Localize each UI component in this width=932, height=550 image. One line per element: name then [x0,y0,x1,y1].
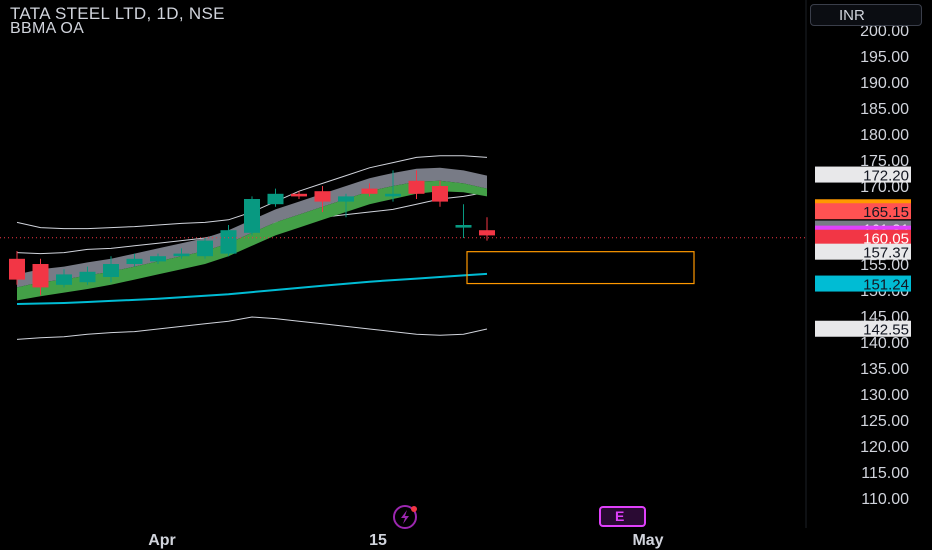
candle-body [455,225,472,228]
y-tick-label: 140.00 [860,335,909,352]
price-label: 151.24 [815,275,911,294]
price-label-bg [815,275,911,292]
candle-body [244,199,260,233]
flash-icon[interactable] [393,505,417,529]
candle [126,253,143,267]
candle [432,180,448,207]
candle [150,253,166,264]
y-tick-label: 155.00 [860,257,909,274]
candle-body [56,274,72,285]
candle [56,269,72,288]
candle-body [479,230,495,236]
price-label: 142.55 [815,320,911,339]
candle-body [9,258,25,280]
ema-long-line [16,272,488,305]
candle-body [338,196,354,202]
candle [32,258,49,296]
candle-body [267,193,284,205]
candle [338,193,354,218]
y-tick-label: 170.00 [860,179,909,196]
price-labels: 172.20165.91165.15161.81160.84160.05157.… [815,166,911,339]
candle [244,196,260,236]
price-label-text: 172.20 [863,168,909,185]
y-tick-label: 180.00 [860,127,909,144]
price-label-text: 142.55 [863,322,909,339]
currency-button[interactable]: INR [810,4,922,26]
ma-ribbon-green [17,180,487,301]
indicator-name: BBMA OA [10,20,85,37]
candle-body [32,264,49,288]
ema-line [16,272,488,305]
y-tick-label: 190.00 [860,75,909,92]
price-label-bg [815,320,911,337]
y-tick-label: 175.00 [860,153,909,170]
x-tick-label: May [632,532,663,549]
candle [455,204,472,238]
x-axis-ticks[interactable]: Apr 15 May [148,532,663,549]
price-label: 160.05 [815,229,911,248]
candle [9,251,25,285]
price-label: 157.37 [815,243,911,262]
candle-body [385,193,401,197]
candle [173,248,190,259]
price-label: 172.20 [815,166,911,185]
candle-body [432,186,448,202]
symbol-title: TATA STEEL LTD, 1D, NSE [10,4,225,23]
price-label: 165.15 [815,203,911,221]
price-label-text: 151.24 [863,277,909,294]
price-label-bg [815,243,911,260]
earnings-event-badge[interactable] [599,506,646,527]
x-tick-label: 15 [369,532,387,549]
y-tick-label: 135.00 [860,361,909,378]
candle [291,191,307,199]
candle-body [150,256,166,262]
zone-box [466,251,695,285]
y-tick-label: 115.00 [861,465,909,482]
y-tick-label: 200.00 [860,23,909,40]
candle [197,238,213,259]
candle-body [220,230,237,254]
candle [479,217,495,241]
y-tick-label: 130.00 [860,387,909,404]
candle [361,183,378,197]
y-tick-label: 185.00 [860,101,909,118]
y-tick-label: 195.00 [860,49,909,66]
lower-band [16,316,488,340]
earnings-badge-label: E [615,508,625,524]
price-label-bg [815,203,911,220]
candle [267,188,284,207]
candle-body [79,271,96,283]
candle [314,186,331,212]
candle [79,266,96,285]
price-label-bg [815,166,911,183]
price-label-text: 160.05 [863,231,909,248]
y-tick-label: 120.00 [860,439,909,456]
y-tick-label: 125.00 [860,413,909,430]
candles [9,170,495,296]
candle-body [103,264,119,277]
y-tick-label: 110.00 [861,491,909,508]
x-tick-label: Apr [148,532,176,549]
candle-body [126,258,143,264]
price-label-text: 157.37 [863,245,909,262]
candle-body [291,193,307,197]
support-zone-rect [466,251,695,285]
candle [103,256,119,283]
candle-body [197,240,213,257]
candle-body [361,188,378,194]
candle [408,170,425,199]
price-label-bg [815,229,911,246]
candle-body [408,180,425,194]
candle [220,225,237,257]
candle [385,170,401,202]
price-label-text: 165.15 [863,204,909,221]
candle-body [314,191,331,202]
candle-body [173,253,190,257]
